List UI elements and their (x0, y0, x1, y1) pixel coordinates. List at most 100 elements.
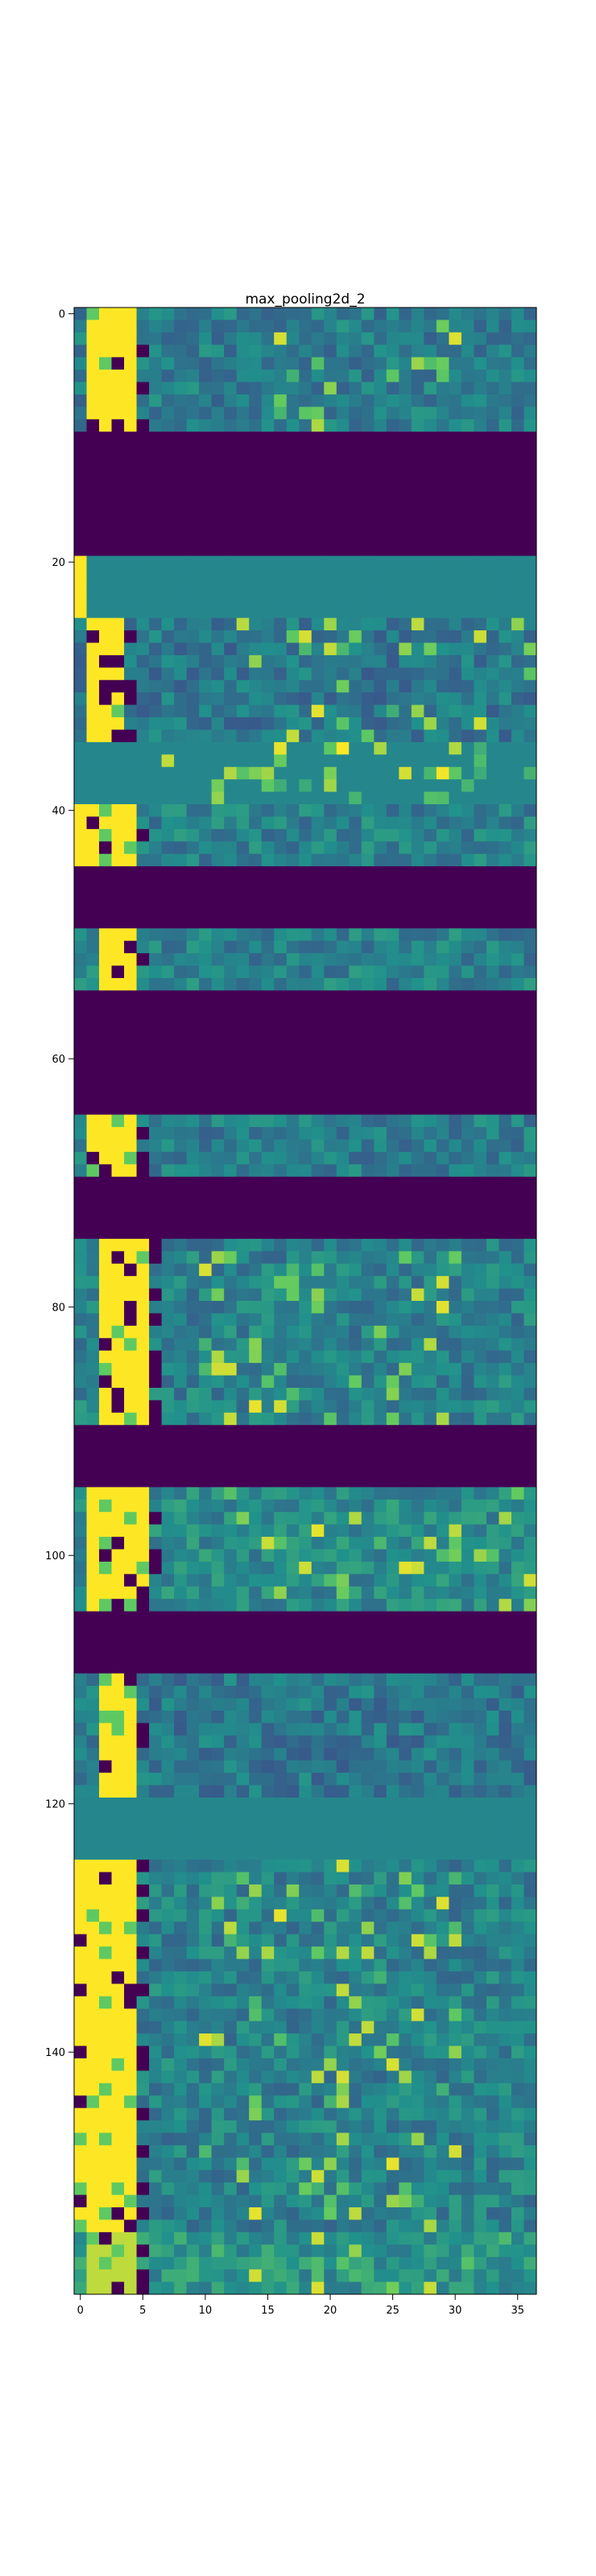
heatmap-cell (311, 1934, 325, 1947)
heatmap-cell (211, 357, 225, 370)
heatmap-cell (336, 1723, 350, 1736)
heatmap-cell (374, 853, 387, 867)
heatmap-cell (499, 1586, 512, 1600)
heatmap-cell (299, 1226, 312, 1240)
heatmap-cell (486, 1350, 499, 1364)
heatmap-cell (261, 419, 275, 432)
heatmap-cell (299, 1673, 312, 1686)
heatmap-cell (461, 804, 474, 817)
heatmap-cell (211, 506, 225, 519)
heatmap-cell (236, 1002, 250, 1016)
heatmap-cell (349, 766, 362, 780)
heatmap-cell (349, 407, 362, 420)
heatmap-cell (424, 853, 437, 867)
heatmap-cell (361, 506, 375, 519)
heatmap-cell (99, 308, 113, 320)
heatmap-cell (374, 1946, 387, 1960)
heatmap-cell (424, 456, 437, 470)
heatmap-cell (336, 1698, 350, 1711)
heatmap-cell (511, 1549, 524, 1563)
heatmap-cell (449, 741, 462, 755)
heatmap-cell (336, 332, 350, 345)
heatmap-cell (286, 1537, 300, 1550)
heatmap-cell (524, 456, 537, 470)
heatmap-cell (361, 1338, 375, 1352)
heatmap-cell (186, 1288, 200, 1302)
heatmap-cell (324, 953, 337, 967)
heatmap-cell (274, 804, 288, 817)
heatmap-cell (261, 953, 275, 967)
heatmap-cell (99, 1412, 113, 1426)
heatmap-cell (236, 407, 250, 420)
heatmap-cell (174, 568, 188, 581)
heatmap-cell (199, 1251, 213, 1265)
heatmap-cell (349, 444, 362, 457)
heatmap-cell (199, 1077, 213, 1091)
heatmap-cell (149, 1934, 163, 1947)
heatmap-cell (161, 1176, 175, 1190)
heatmap-cell (374, 1425, 387, 1439)
heatmap-cell (424, 990, 437, 1004)
heatmap-cell (324, 642, 337, 656)
heatmap-cell (349, 1499, 362, 1513)
heatmap-cell (236, 654, 250, 668)
heatmap-cell (486, 1661, 499, 1674)
heatmap-cell (386, 667, 399, 681)
heatmap-cell (174, 1102, 188, 1116)
heatmap-cell (149, 555, 163, 569)
heatmap-cell (74, 1263, 88, 1277)
heatmap-cell (361, 1599, 375, 1612)
heatmap-cell (436, 1946, 449, 1960)
heatmap-cell (124, 1810, 138, 1823)
heatmap-cell (486, 1164, 499, 1178)
heatmap-cell (524, 1276, 537, 1290)
heatmap-cell (124, 779, 138, 793)
heatmap-cell (411, 1909, 424, 1922)
heatmap-cell (224, 717, 238, 730)
heatmap-cell (174, 630, 188, 643)
heatmap-cell (336, 853, 350, 867)
heatmap-cell (99, 1363, 113, 1377)
heatmap-cell (411, 1922, 424, 1935)
heatmap-cell (411, 654, 424, 668)
heatmap-cell (324, 717, 337, 730)
heatmap-cell (149, 1151, 163, 1165)
heatmap-cell (324, 1276, 337, 1290)
heatmap-cell (286, 1450, 300, 1463)
heatmap-cell (236, 1350, 250, 1364)
heatmap-cell (236, 1487, 250, 1501)
heatmap-cell (149, 1201, 163, 1215)
heatmap-cell (274, 431, 288, 445)
heatmap-cell (224, 1673, 238, 1686)
heatmap-cell (86, 1400, 100, 1414)
heatmap-cell (211, 890, 225, 904)
heatmap-cell (274, 1599, 288, 1612)
heatmap-cell (86, 928, 100, 942)
heatmap-cell (299, 1574, 312, 1587)
heatmap-cell (199, 654, 213, 668)
heatmap-cell (486, 1276, 499, 1290)
heatmap-cell (211, 469, 225, 482)
heatmap-cell (386, 754, 399, 768)
heatmap-cell (261, 1288, 275, 1302)
heatmap-cell (124, 1201, 138, 1215)
heatmap-cell (136, 617, 150, 631)
heatmap-cell (399, 1462, 412, 1476)
heatmap-cell (174, 1909, 188, 1922)
heatmap-cell (224, 1922, 238, 1935)
heatmap-cell (136, 965, 150, 979)
heatmap-cell (249, 407, 263, 420)
heatmap-cell (111, 320, 125, 333)
heatmap-cell (149, 915, 163, 929)
heatmap-cell (174, 308, 188, 320)
heatmap-cell (199, 791, 213, 805)
heatmap-cell (349, 1412, 362, 1426)
heatmap-cell (224, 754, 238, 768)
heatmap-cell (336, 1922, 350, 1935)
heatmap-cell (524, 1512, 537, 1525)
heatmap-cell (236, 444, 250, 457)
heatmap-cell (299, 965, 312, 979)
heatmap-cell (499, 1363, 512, 1377)
heatmap-cell (299, 1773, 312, 1786)
heatmap-cell (486, 890, 499, 904)
